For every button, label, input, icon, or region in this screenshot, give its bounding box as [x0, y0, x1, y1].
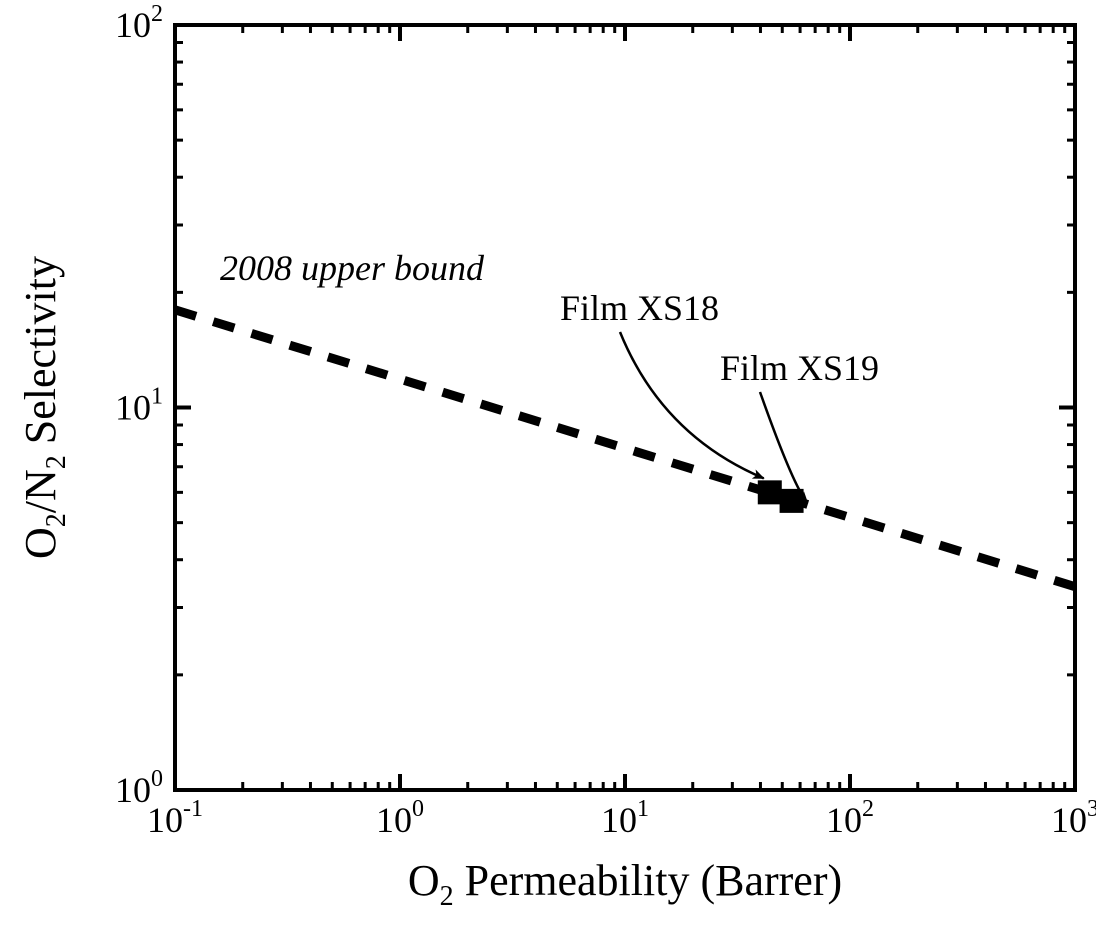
upper-bound-label: 2008 upper bound [220, 248, 485, 288]
plot-area [175, 25, 1075, 790]
x-axis-title: O2 Permeability (Barrer) [408, 856, 842, 912]
x-tick-label: 100 [376, 796, 424, 840]
point-film-xs18 [758, 480, 782, 504]
y-axis-ticks [175, 25, 1075, 790]
chart-svg: 2008 upper bound Film XS18 Film XS19 10-… [0, 0, 1096, 927]
x-axis-tick-labels: 10-1 100 101 102 103 [147, 796, 1096, 840]
x-axis-ticks [175, 25, 1075, 790]
y-tick-label: 101 [115, 384, 163, 428]
y-axis-tick-labels: 100101102 [115, 1, 163, 810]
annotation-xs19: Film XS19 [720, 348, 879, 503]
x-tick-label: 103 [1051, 796, 1096, 840]
x-tick-label: 102 [826, 796, 874, 840]
x-tick-label: 10-1 [147, 796, 203, 840]
x-tick-label: 101 [601, 796, 649, 840]
y-tick-label: 102 [115, 1, 163, 45]
upper-bound-line [175, 310, 1075, 587]
annotation-xs19-label: Film XS19 [720, 348, 879, 388]
annotation-xs18-label: Film XS18 [560, 288, 719, 328]
y-axis-title: O2/N2 Selectivity [16, 256, 72, 559]
chart-container: 2008 upper bound Film XS18 Film XS19 10-… [0, 0, 1096, 927]
